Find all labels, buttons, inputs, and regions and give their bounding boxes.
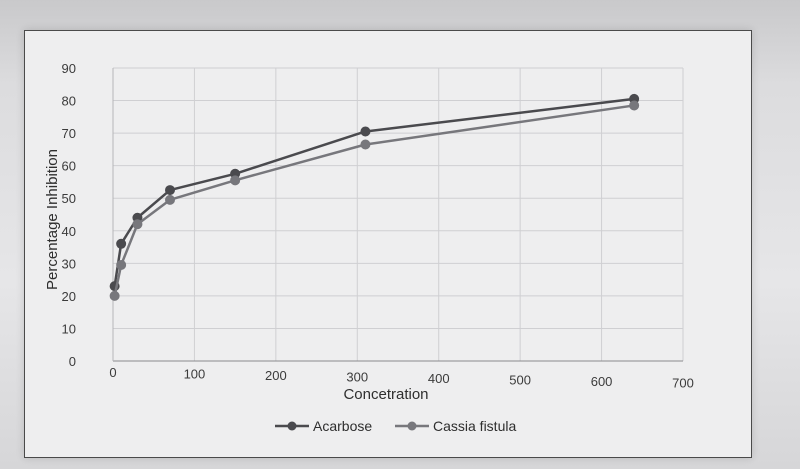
data-point xyxy=(230,175,241,186)
series-layer xyxy=(109,93,640,301)
y-axis-title: Percentage Inhibition xyxy=(44,149,61,290)
x-tick-label: 600 xyxy=(591,374,613,389)
legend-marker xyxy=(407,421,417,431)
x-tick-label: 200 xyxy=(265,368,287,383)
y-tick-label: 30 xyxy=(62,256,76,271)
series-line-1 xyxy=(113,104,635,297)
data-point xyxy=(360,139,371,150)
x-tick-label: 0 xyxy=(109,365,116,380)
y-tick-label: 60 xyxy=(62,159,76,174)
legend-label: Acarbose xyxy=(313,418,372,434)
data-point xyxy=(165,185,175,196)
chart-frame: 0 10 20 30 40 50 60 70 80 90 0 100 200 300 400 500 600 70… xyxy=(24,30,752,458)
y-tick-label: 70 xyxy=(62,126,76,141)
legend: Acarbose Cassia fistula xyxy=(275,418,516,434)
data-point xyxy=(116,238,127,249)
y-tick-label: 80 xyxy=(62,94,76,109)
data-point xyxy=(116,259,127,270)
x-tick-label: 700 xyxy=(672,376,694,391)
x-axis-title: Concetration xyxy=(343,386,428,403)
data-point xyxy=(132,219,143,230)
line-chart: 0 10 20 30 40 50 60 70 80 90 0 100 200 300 400 500 600 70… xyxy=(44,61,694,434)
y-tick-label: 20 xyxy=(62,289,76,304)
y-tick-label: 50 xyxy=(62,191,76,206)
tick-labels: 0 10 20 30 40 50 60 70 80 90 0 100 200 300 400 500 600 70… xyxy=(62,61,694,391)
data-point xyxy=(360,126,371,137)
y-tick-label: 0 xyxy=(69,354,76,369)
data-point xyxy=(629,100,640,111)
x-tick-label: 100 xyxy=(184,367,206,382)
y-tick-label: 90 xyxy=(62,61,76,76)
legend-label: Cassia fistula xyxy=(433,418,516,434)
gridlines xyxy=(113,67,684,361)
data-point xyxy=(109,290,120,301)
legend-marker xyxy=(287,421,297,431)
x-tick-label: 400 xyxy=(428,371,450,386)
y-tick-label: 40 xyxy=(62,224,76,239)
axes xyxy=(112,68,683,362)
data-point xyxy=(165,194,175,205)
x-tick-label: 500 xyxy=(509,373,531,388)
x-tick-label: 300 xyxy=(346,370,368,385)
y-tick-label: 10 xyxy=(62,321,76,336)
